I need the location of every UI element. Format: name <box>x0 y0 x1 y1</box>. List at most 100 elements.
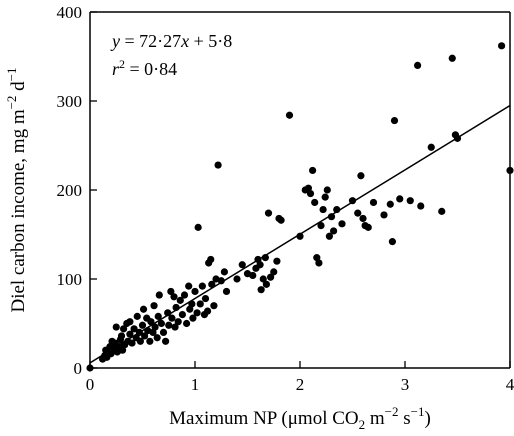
data-point <box>141 332 149 340</box>
data-point <box>220 268 228 276</box>
data-point <box>191 287 199 296</box>
xlabel-m: m <box>365 408 385 429</box>
data-point <box>174 318 182 326</box>
xlabel-superscript-1: −2 <box>385 404 399 419</box>
data-point <box>157 319 165 328</box>
data-point <box>233 275 241 283</box>
x-tick-label: 3 <box>401 375 410 394</box>
data-point <box>188 300 196 308</box>
data-point <box>453 134 462 142</box>
data-point <box>135 328 143 336</box>
x-tick-label: 2 <box>296 375 305 394</box>
data-point <box>277 216 285 224</box>
xlabel-close: ) <box>425 408 431 429</box>
y-tick-label: 200 <box>57 181 83 200</box>
regression-equation: y = 72·27x + 5·8 <box>110 31 232 51</box>
equation-x: x <box>180 31 189 51</box>
x-tick-label: 0 <box>86 375 95 394</box>
data-point <box>222 287 231 296</box>
xlabel-s: s <box>399 408 411 429</box>
data-point <box>285 111 294 119</box>
data-point <box>330 227 338 235</box>
data-point <box>153 334 161 342</box>
data-point <box>448 54 456 62</box>
data-point <box>321 193 329 201</box>
data-point <box>217 277 225 285</box>
data-point <box>506 166 514 175</box>
data-point <box>130 325 138 333</box>
data-point <box>162 337 170 345</box>
xlabel-main: Maximum NP (μmol CO <box>169 408 358 429</box>
data-point <box>126 330 134 338</box>
data-point <box>147 318 155 326</box>
data-point <box>364 223 372 231</box>
data-point <box>204 307 212 315</box>
ylabel-d: d <box>8 81 29 96</box>
data-point <box>196 300 204 308</box>
ylabel-superscript-1: −2 <box>4 96 19 110</box>
data-point <box>249 271 257 280</box>
data-point <box>296 232 304 240</box>
data-point <box>117 332 126 340</box>
data-point <box>257 286 265 294</box>
data-point <box>133 312 141 320</box>
data-point <box>120 325 128 333</box>
xlabel-superscript-2: −1 <box>411 404 425 419</box>
data-point <box>194 223 202 231</box>
data-point <box>319 205 327 214</box>
data-point <box>128 339 136 347</box>
r2-value: = 0·84 <box>125 59 177 79</box>
data-point <box>325 232 333 240</box>
y-ticks: 0 100 200 300 400 <box>57 3 97 378</box>
data-point <box>264 209 273 217</box>
data-point <box>170 293 178 301</box>
data-point <box>270 268 278 276</box>
x-tick-label: 4 <box>506 375 514 394</box>
data-point <box>380 211 388 219</box>
data-point <box>369 198 378 207</box>
data-point <box>309 166 317 175</box>
data-point <box>146 337 154 345</box>
data-point <box>259 275 267 283</box>
data-point <box>306 189 315 198</box>
ylabel-superscript-2: −1 <box>4 67 19 81</box>
data-point <box>498 42 506 50</box>
ylabel-main: Diel carbon income, mg m <box>8 109 29 312</box>
data-point <box>317 222 325 230</box>
data-point <box>159 328 168 336</box>
data-point <box>136 337 144 345</box>
equation-intercept: + 5·8 <box>189 31 232 51</box>
xlabel-subscript: 2 <box>359 417 366 432</box>
data-point <box>262 280 270 288</box>
r-squared: r2 = 0·84 <box>112 57 177 79</box>
data-point <box>164 309 172 317</box>
data-point <box>167 287 175 296</box>
x-tick-label: 1 <box>191 375 200 394</box>
data-point <box>112 323 120 331</box>
data-point <box>138 321 147 329</box>
data-point <box>348 197 357 205</box>
data-point <box>172 303 180 312</box>
data-point <box>238 261 246 269</box>
data-point <box>183 319 191 328</box>
data-point <box>427 143 435 151</box>
data-point <box>273 257 281 265</box>
data-point <box>165 321 173 329</box>
y-tick-label: 100 <box>57 270 83 289</box>
data-point <box>201 294 210 303</box>
equation-slope: = 72·27 <box>120 31 181 51</box>
data-point <box>315 259 323 267</box>
data-point <box>388 238 396 246</box>
data-point <box>193 309 201 317</box>
data-point <box>185 282 193 290</box>
data-point <box>180 291 189 299</box>
y-tick-label: 400 <box>57 3 83 22</box>
data-point <box>150 302 158 310</box>
data-point <box>126 318 134 326</box>
data-point <box>333 205 341 214</box>
data-point <box>139 305 148 313</box>
data-point <box>267 273 275 281</box>
x-axis-label: Maximum NP (μmol CO2 m−2 s−1) <box>169 404 431 432</box>
data-point <box>189 314 197 322</box>
data-point <box>261 254 269 262</box>
